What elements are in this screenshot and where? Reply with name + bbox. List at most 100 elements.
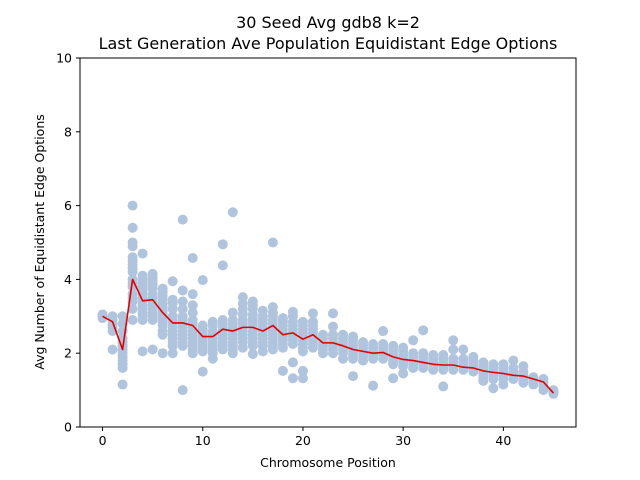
data-point <box>508 374 519 385</box>
data-point <box>187 289 198 300</box>
y-tick-label: 0 <box>64 420 72 435</box>
x-tick-label: 30 <box>395 433 411 448</box>
data-point <box>177 285 188 296</box>
data-point <box>117 362 128 373</box>
data-point <box>187 307 198 318</box>
data-point <box>117 311 128 322</box>
data-point <box>237 342 248 353</box>
data-point <box>277 342 288 353</box>
data-point <box>287 338 298 349</box>
data-point <box>388 359 399 370</box>
data-point <box>167 303 178 314</box>
data-point <box>197 275 208 286</box>
data-point <box>287 357 298 368</box>
data-point <box>368 380 379 391</box>
data-point <box>247 340 258 351</box>
data-point <box>538 385 549 396</box>
data-point <box>127 314 138 325</box>
data-point <box>197 366 208 377</box>
data-point <box>418 362 429 373</box>
data-point <box>277 365 288 376</box>
data-point <box>518 377 529 388</box>
data-point <box>488 374 499 385</box>
data-point <box>307 308 318 319</box>
data-point <box>378 353 389 364</box>
x-axis-label: Chromosome Position <box>260 455 396 470</box>
data-point <box>408 335 419 346</box>
data-point <box>478 375 489 386</box>
data-point <box>398 368 409 379</box>
data-point <box>177 385 188 396</box>
data-point <box>147 314 158 325</box>
data-point <box>137 248 148 259</box>
data-point <box>137 346 148 357</box>
data-point <box>418 325 429 336</box>
y-tick-label: 2 <box>64 346 72 361</box>
data-point <box>207 353 218 364</box>
data-point <box>127 267 138 278</box>
average-line-layer <box>102 278 555 394</box>
data-point <box>448 344 459 355</box>
data-point <box>247 348 258 359</box>
data-point <box>297 373 308 384</box>
data-point <box>317 348 328 359</box>
x-tick-label: 10 <box>195 433 211 448</box>
data-point <box>227 348 238 359</box>
y-axis-ticks: 0 2 4 6 8 10 <box>56 51 80 435</box>
data-point <box>438 381 449 392</box>
data-point <box>378 326 389 337</box>
data-point <box>127 222 138 233</box>
data-point <box>167 340 178 351</box>
data-point <box>358 355 369 366</box>
data-point <box>227 207 238 218</box>
data-point <box>187 300 198 311</box>
data-point <box>338 353 349 364</box>
data-point <box>438 364 449 375</box>
data-point <box>137 314 148 325</box>
data-point <box>428 364 439 375</box>
data-point <box>157 329 168 340</box>
data-point <box>157 348 168 359</box>
data-point <box>177 214 188 225</box>
x-axis-ticks: 0 10 20 30 40 <box>99 427 511 448</box>
y-tick-label: 4 <box>64 272 72 287</box>
data-point <box>167 276 178 287</box>
data-point <box>448 364 459 375</box>
data-point <box>147 344 158 355</box>
data-point <box>348 353 359 364</box>
data-point <box>388 373 399 384</box>
data-point <box>297 346 308 357</box>
data-point <box>117 379 128 390</box>
data-point <box>177 303 188 314</box>
data-point <box>177 296 188 307</box>
plot-frame <box>79 57 577 428</box>
data-point <box>498 379 509 390</box>
data-point <box>368 353 379 364</box>
data-point <box>448 335 459 346</box>
data-point <box>508 355 519 366</box>
data-point <box>217 239 228 250</box>
data-point <box>348 371 359 382</box>
average-line <box>102 278 555 394</box>
data-point <box>267 344 278 355</box>
data-point <box>117 318 128 329</box>
data-point <box>328 348 339 359</box>
data-point <box>187 348 198 359</box>
data-point <box>197 346 208 357</box>
y-axis-label: Avg Number of Equidistant Edge Options <box>32 114 47 370</box>
data-point <box>458 344 469 355</box>
data-point <box>398 361 409 372</box>
data-point <box>217 344 228 355</box>
data-point <box>267 237 278 248</box>
data-point <box>177 340 188 351</box>
y-tick-label: 8 <box>64 124 72 139</box>
data-point <box>488 383 499 394</box>
x-tick-label: 20 <box>295 433 311 448</box>
data-point <box>227 307 238 318</box>
data-point <box>328 321 339 332</box>
data-point <box>187 253 198 263</box>
chart-subtitle: Last Generation Ave Population Equidista… <box>99 34 558 53</box>
data-point <box>328 308 339 319</box>
